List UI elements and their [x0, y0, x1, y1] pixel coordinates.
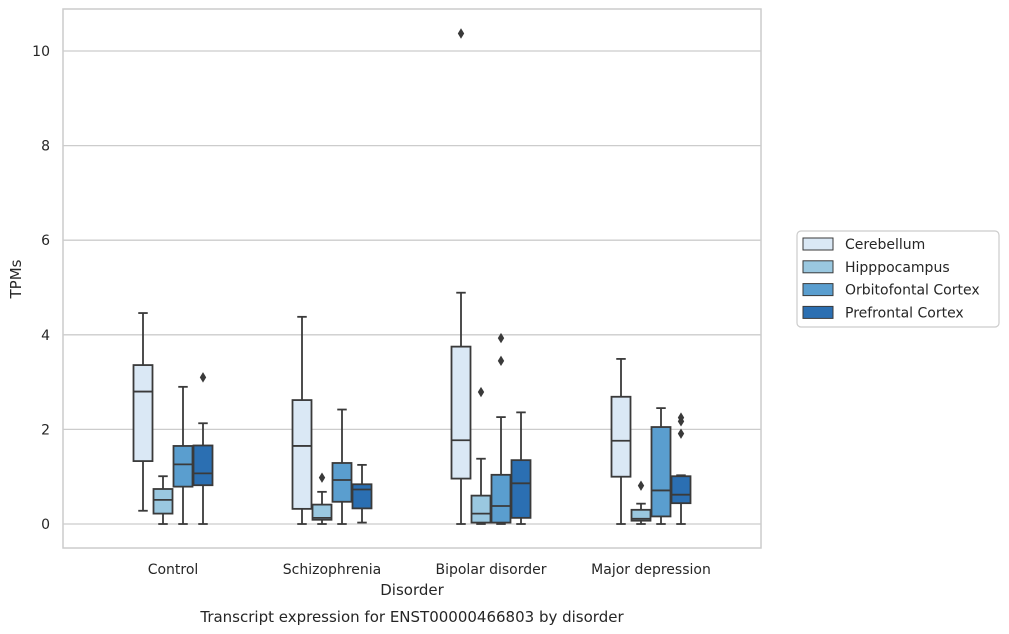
outlier-point — [497, 332, 505, 344]
box-element — [510, 411, 532, 525]
legend-label: Hipppocampus — [845, 260, 950, 276]
legend-item: Orbitofontal Cortex — [802, 283, 980, 299]
y-tick-label: 8 — [41, 139, 50, 155]
box-series — [132, 28, 692, 525]
iqr-box — [132, 364, 154, 462]
x-tick-label: Bipolar disorder — [435, 562, 546, 578]
box-element — [610, 358, 632, 525]
chart-caption: Transcript expression for ENST0000046680… — [199, 608, 624, 626]
outlier-point — [457, 28, 465, 39]
y-tick-label: 10 — [32, 44, 50, 60]
iqr-box — [630, 508, 652, 522]
outlier-point — [318, 472, 326, 483]
box-element — [490, 332, 512, 525]
box-element — [311, 472, 333, 525]
outlier-point — [677, 412, 685, 423]
outlier-point — [497, 355, 505, 367]
box-element — [291, 315, 313, 525]
x-tick-label: Control — [148, 562, 199, 578]
legend-swatch — [802, 283, 834, 297]
legend-item: Prefrontal Cortex — [802, 305, 964, 321]
y-tick-label: 2 — [41, 422, 50, 438]
box-element — [132, 312, 154, 512]
iqr-box — [510, 459, 532, 519]
series-prefrontal-cortex — [192, 372, 692, 525]
iqr-box — [192, 444, 214, 487]
series-cerebellum — [132, 28, 632, 525]
y-tick-label: 0 — [41, 517, 50, 533]
outlier-point — [477, 386, 485, 398]
x-tick-label: Major depression — [591, 562, 711, 578]
box-element — [630, 480, 652, 525]
iqr-box — [490, 473, 512, 524]
legend-label: Prefrontal Cortex — [845, 305, 964, 321]
box-element — [351, 463, 373, 524]
y-axis-ticks: 0 2 4 6 8 10 — [32, 44, 50, 533]
x-tick-label: Schizophrenia — [283, 562, 381, 578]
x-axis-ticks: Control Schizophrenia Bipolar disorder Majo… — [148, 562, 711, 578]
series-hipppocampus — [152, 386, 652, 525]
iqr-box — [470, 494, 492, 524]
box-element — [172, 385, 194, 525]
outlier-point — [677, 428, 685, 439]
y-tick-label: 4 — [41, 328, 50, 344]
legend-label: Cerebellum — [845, 237, 925, 253]
box-element — [331, 408, 353, 525]
box-element — [152, 475, 174, 525]
iqr-box — [450, 345, 472, 480]
iqr-box — [152, 488, 174, 515]
iqr-box — [351, 483, 373, 510]
x-axis-label: Disorder — [380, 581, 444, 599]
legend-swatch — [802, 260, 834, 274]
series-orbitofontal-cortex — [172, 332, 672, 525]
iqr-box — [610, 395, 632, 478]
y-tick-label: 6 — [41, 233, 50, 249]
outlier-point — [199, 372, 207, 383]
legend-frame — [796, 230, 1000, 328]
iqr-box — [291, 399, 313, 510]
box-element — [192, 372, 214, 525]
legend-swatch — [802, 305, 834, 319]
box-element — [470, 386, 492, 525]
iqr-box — [172, 445, 194, 488]
box-element — [670, 412, 692, 525]
box-element — [450, 28, 472, 525]
iqr-box — [650, 426, 672, 518]
legend: Cerebellum Hipppocampus Orbitofontal Corte… — [796, 230, 1000, 328]
iqr-box — [670, 475, 692, 505]
legend-label: Orbitofontal Cortex — [845, 283, 980, 299]
box-element — [650, 407, 672, 525]
outlier-point — [637, 480, 645, 491]
legend-swatch — [802, 237, 834, 251]
iqr-box — [311, 503, 333, 521]
iqr-box — [331, 462, 353, 503]
y-axis-label: TPMs — [7, 259, 25, 299]
plot-frame — [62, 8, 762, 549]
legend-item: Hipppocampus — [802, 260, 950, 276]
legend-item: Cerebellum — [802, 237, 925, 253]
